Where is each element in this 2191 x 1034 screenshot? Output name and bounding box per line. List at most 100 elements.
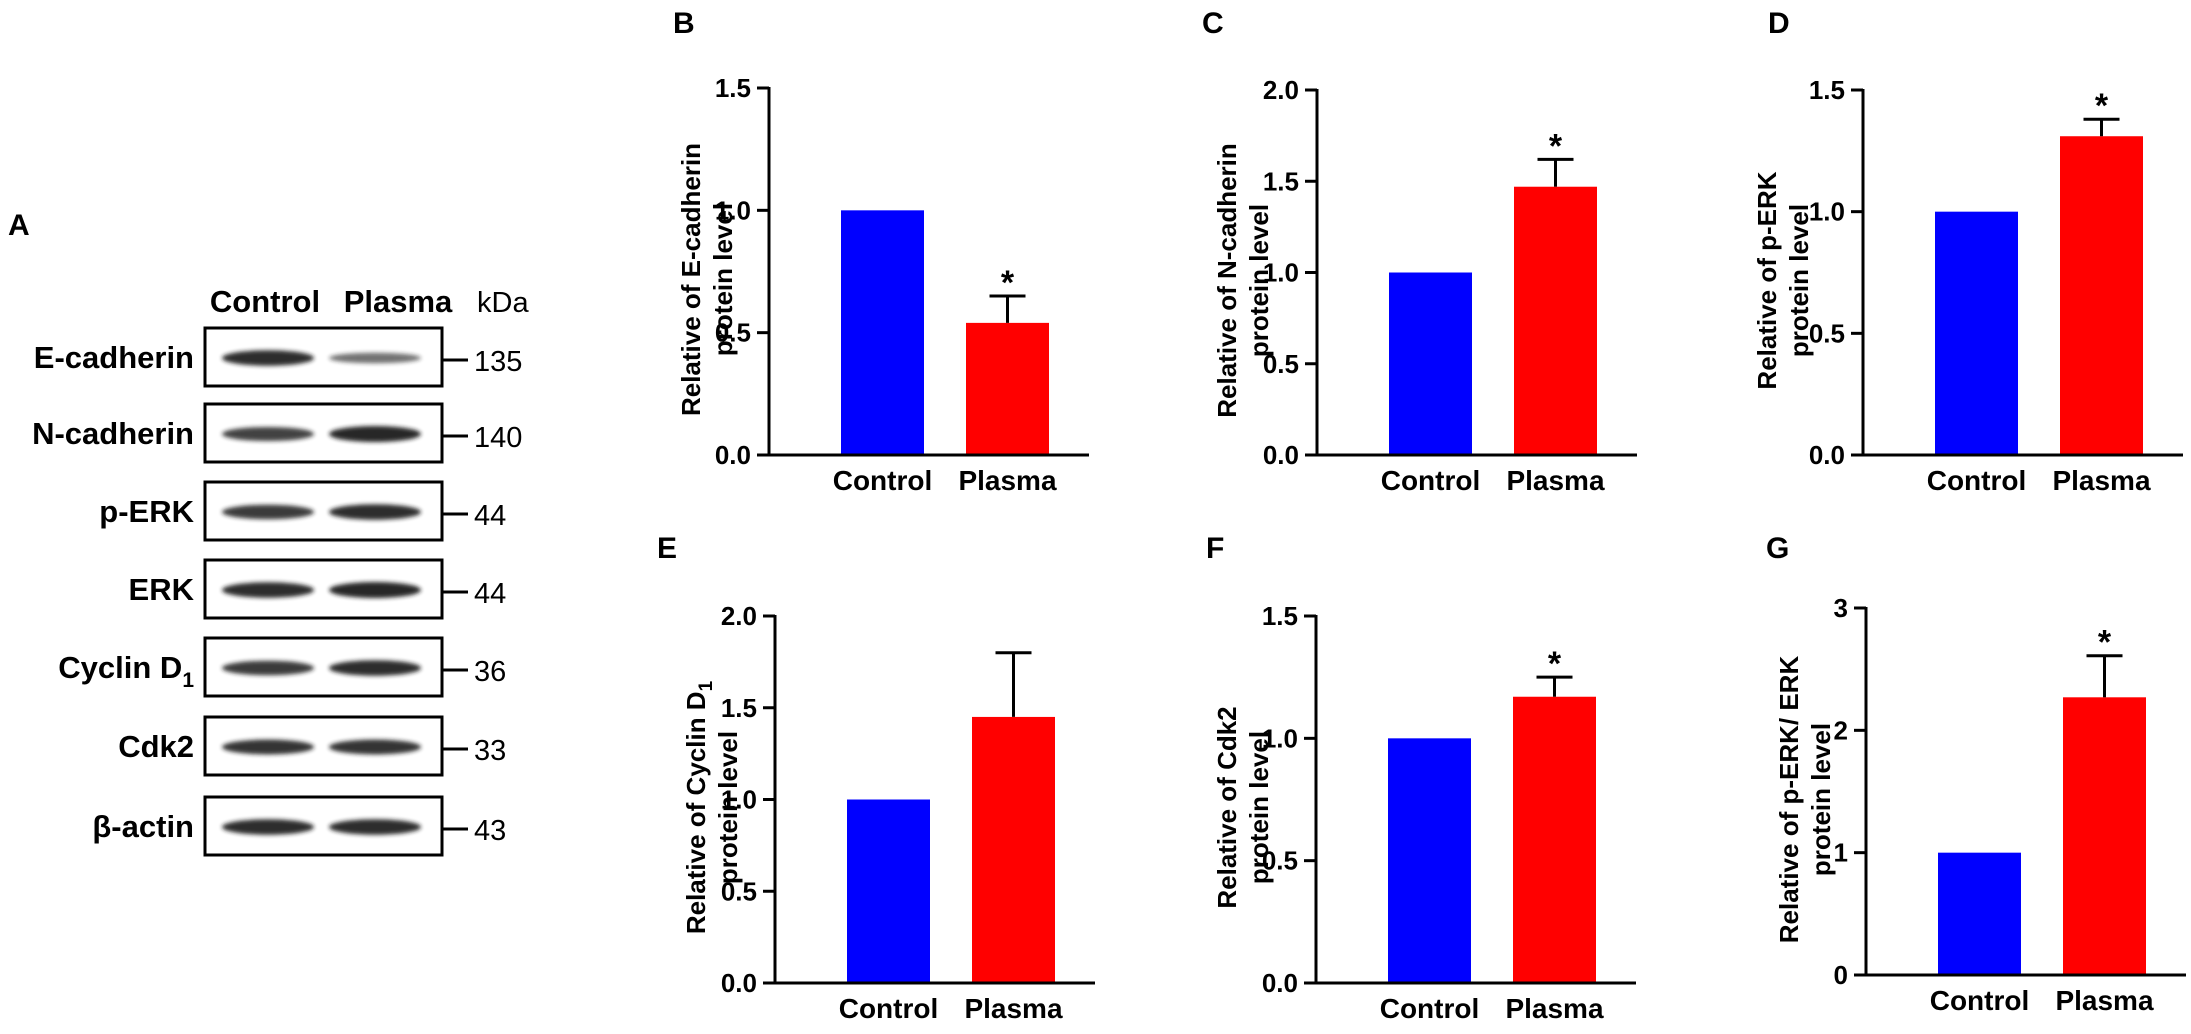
y-tick-label: 0.0	[715, 440, 751, 470]
kda-value: 135	[474, 346, 522, 378]
significance-marker: *	[1001, 264, 1015, 302]
y-tick-label: 0.0	[1262, 968, 1298, 998]
protein-name: ERK	[129, 572, 195, 607]
y-axis-label-line2: protein level	[1784, 204, 1814, 357]
significance-marker: *	[2098, 624, 2112, 662]
x-tick-label: Control	[1380, 993, 1480, 1024]
panel-label: B	[673, 7, 695, 40]
bar-control	[1938, 852, 2021, 975]
bar-plasma	[2060, 136, 2143, 455]
band-plasma	[329, 504, 421, 520]
y-tick-label: 0.5	[721, 876, 757, 906]
bar-control	[1935, 211, 2018, 455]
y-tick-label: 0	[1834, 960, 1848, 990]
y-tick-label: 0.0	[1263, 440, 1299, 470]
band-plasma	[329, 660, 421, 676]
chart-panel-g: G Control * Plasma 0 1 2 3 Relative of p-ERK/ ER…	[1766, 532, 2186, 1016]
y-axis-label-line1: Relative of p-ERK	[1752, 171, 1782, 389]
y-axis-label-line2: protein level	[1806, 723, 1836, 876]
panel-label-a: A	[8, 209, 30, 242]
y-tick-label: 1.0	[721, 785, 757, 815]
bar-plasma	[1513, 696, 1596, 983]
y-tick-label: 0.5	[1262, 846, 1298, 876]
y-axis-label: Relative of p-ERKprotein level	[1752, 171, 1814, 389]
bar-plasma	[2063, 697, 2146, 975]
kda-value: 33	[474, 735, 506, 767]
kda-value: 43	[474, 815, 506, 847]
column-label-control: Control	[210, 284, 320, 319]
x-tick-label: Control	[1381, 465, 1481, 496]
x-tick-label: Control	[1930, 985, 2030, 1016]
y-tick-label: 1.5	[1809, 75, 1845, 105]
protein-label: Cdk2	[118, 729, 194, 764]
y-tick-label: 1.0	[1809, 197, 1845, 227]
band-control	[222, 660, 314, 676]
significance-marker: *	[1549, 127, 1563, 165]
y-axis-label: Relative of Cdk2protein level	[1212, 706, 1274, 908]
protein-subscript: 1	[182, 669, 194, 692]
kda-value: 36	[474, 656, 506, 688]
bar-plasma	[972, 716, 1055, 983]
bar-control	[1388, 738, 1471, 983]
panel-label: C	[1202, 7, 1224, 40]
x-tick-label: Plasma	[1505, 993, 1603, 1024]
y-tick-label: 2.0	[721, 601, 757, 631]
y-tick-label: 0.0	[1809, 440, 1845, 470]
band-control	[222, 350, 314, 366]
chart-panel-d: D Control * Plasma 0.0 0.5 1.0 1.5 Relative of p…	[1752, 7, 2183, 496]
bar-control	[841, 210, 924, 455]
band-control	[222, 427, 314, 441]
x-tick-label: Control	[1927, 465, 2027, 496]
y-axis-label-line1: Relative of Cdk2	[1212, 706, 1242, 908]
y-tick-label: 0.5	[1263, 349, 1299, 379]
protein-name: Cdk2	[118, 729, 194, 764]
protein-label: ERK	[129, 572, 195, 607]
y-tick-label: 1.0	[715, 195, 751, 225]
panel-label: D	[1768, 7, 1790, 40]
band-plasma	[329, 352, 421, 364]
kda-unit-label: kDa	[477, 287, 529, 319]
y-tick-label: 1.5	[1263, 166, 1299, 196]
bar-control	[1389, 272, 1472, 455]
y-axis-label-line2: protein level	[1244, 731, 1274, 884]
y-tick-label: 1.0	[1263, 258, 1299, 288]
y-axis-label-line1: Relative of Cyclin D	[681, 691, 711, 934]
significance-marker: *	[2095, 87, 2109, 125]
y-tick-label: 0.0	[721, 968, 757, 998]
western-blot-panel: A Control Plasma kDa E-cadherin 135 N-cadherin…	[8, 209, 529, 857]
band-control	[222, 582, 314, 598]
x-tick-label: Plasma	[964, 993, 1062, 1024]
x-tick-label: Plasma	[958, 465, 1056, 496]
bar-charts: B Control * Plasma 0.0 0.5 1.0 1.5 Relative of E…	[657, 7, 2186, 1024]
y-axis-label-line2: protein level	[708, 203, 738, 356]
y-tick-label: 0.5	[1809, 318, 1845, 348]
column-label-plasma: Plasma	[344, 284, 453, 319]
band-plasma	[329, 819, 421, 835]
y-axis-label: Relative of p-ERK/ ERKprotein level	[1774, 656, 1836, 944]
y-tick-label: 1.5	[715, 73, 751, 103]
y-tick-label: 1	[1834, 838, 1848, 868]
bar-control	[847, 799, 930, 983]
band-plasma	[329, 582, 421, 598]
band-control	[222, 504, 314, 520]
y-axis-label: Relative of Cyclin D1 protein level	[681, 680, 743, 934]
protein-label: β-actin	[92, 809, 194, 844]
significance-marker: *	[1548, 645, 1562, 683]
protein-name: β-actin	[92, 809, 194, 844]
chart-panel-e: E Control Plasma 0.0 0.5 1.0 1.5 2.0 Relative of…	[657, 532, 1095, 1024]
panel-label: G	[1766, 532, 1789, 565]
kda-value: 44	[474, 578, 506, 610]
y-tick-label: 2.0	[1263, 75, 1299, 105]
panel-label: E	[657, 532, 677, 565]
protein-label: p-ERK	[99, 494, 194, 529]
y-tick-label: 1.5	[721, 693, 757, 723]
y-tick-label: 3	[1834, 593, 1848, 623]
bar-plasma	[1514, 186, 1597, 455]
x-tick-label: Plasma	[1506, 465, 1604, 496]
protein-name: p-ERK	[99, 494, 194, 529]
protein-name: E-cadherin	[34, 340, 194, 375]
y-tick-label: 2	[1834, 715, 1848, 745]
band-plasma	[329, 739, 421, 755]
x-tick-label: Plasma	[2052, 465, 2150, 496]
